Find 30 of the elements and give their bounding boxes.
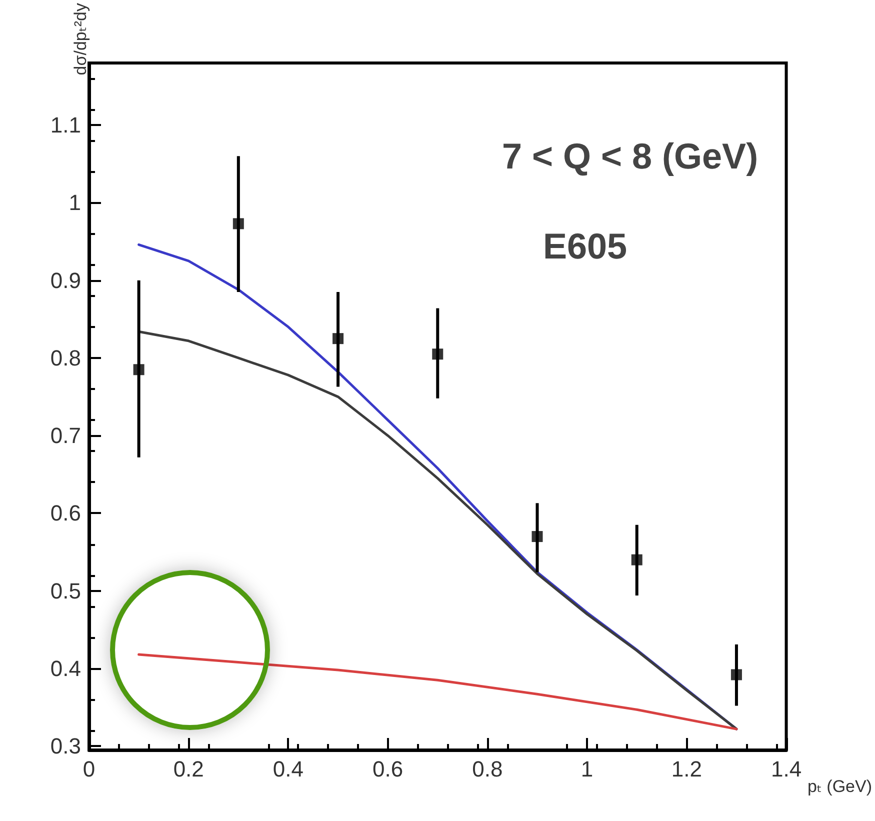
x-tick-label: 0.6 [372, 756, 404, 782]
point [232, 218, 244, 230]
x-tick-label: 0 [82, 756, 96, 782]
point [631, 554, 642, 566]
y-tick-label: 0.4 [50, 656, 81, 681]
x-tick-label: 1.4 [770, 756, 802, 782]
x-tick-label: 0.8 [472, 756, 503, 782]
y-tick-label: 0.7 [50, 423, 81, 448]
y-tick-label: 0.3 [50, 734, 81, 759]
y-tick-label: 0.5 [50, 578, 81, 604]
x-tick-label: 1 [580, 756, 594, 782]
y-tick-label: 0.8 [50, 345, 81, 370]
y-tick-label: 0.6 [50, 500, 81, 526]
x-tick-label: 0.2 [173, 756, 204, 782]
x-axis-title: pₜ (GeV) [807, 777, 872, 796]
point [133, 364, 144, 376]
point [332, 333, 344, 344]
point [730, 669, 742, 680]
point [432, 348, 444, 360]
y-tick-label: 1.1 [50, 112, 81, 138]
y-tick-label: 1 [68, 190, 81, 216]
x-tick-label: 1.2 [671, 756, 702, 782]
annotation: 7 < Q < 8 (GeV) [502, 136, 758, 176]
line-series [138, 653, 738, 730]
point [532, 531, 543, 542]
x-tick-label: 0.4 [272, 756, 304, 782]
line-series [138, 330, 738, 730]
y-tick-label: 0.9 [50, 268, 81, 293]
y-axis-title: dσ/dpₜ²dy [71, 2, 90, 76]
annotation: E605 [542, 226, 628, 266]
